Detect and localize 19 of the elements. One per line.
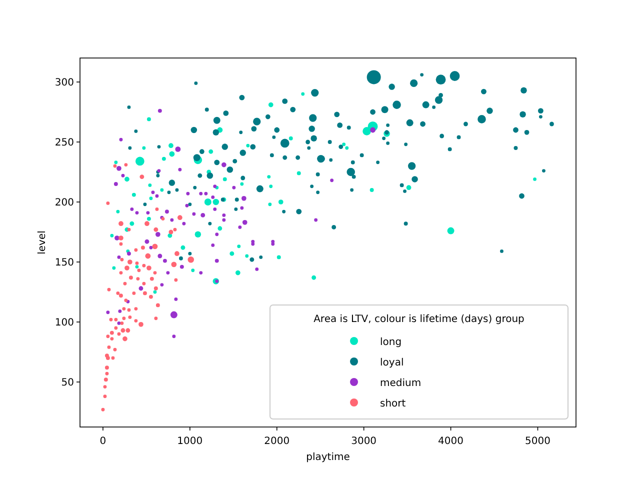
x-tick-label: 4000	[438, 436, 464, 447]
y-tick-label: 100	[54, 318, 74, 328]
y-axis-title: level	[37, 230, 48, 254]
y-tick-label: 50	[61, 378, 74, 388]
x-tick-label: 5000	[525, 436, 550, 447]
y-tick-label: 250	[54, 138, 74, 148]
y-tick-label: 150	[54, 258, 74, 268]
legend-label: medium	[380, 378, 422, 389]
x-tick-label: 2000	[264, 436, 290, 447]
y-tick-label: 300	[54, 78, 74, 88]
legend-label: short	[380, 398, 406, 410]
legend-label: long	[380, 337, 402, 348]
x-tick-label: 1000	[177, 436, 203, 447]
x-tick-label: 0	[100, 436, 106, 447]
x-axis-title: playtime	[306, 452, 350, 463]
legend-label: loyal	[380, 358, 404, 368]
y-tick-label: 200	[54, 198, 74, 208]
x-tick-label: 3000	[351, 436, 377, 447]
legend-title: Area is LTV, colour is lifetime (days) group	[314, 314, 524, 325]
